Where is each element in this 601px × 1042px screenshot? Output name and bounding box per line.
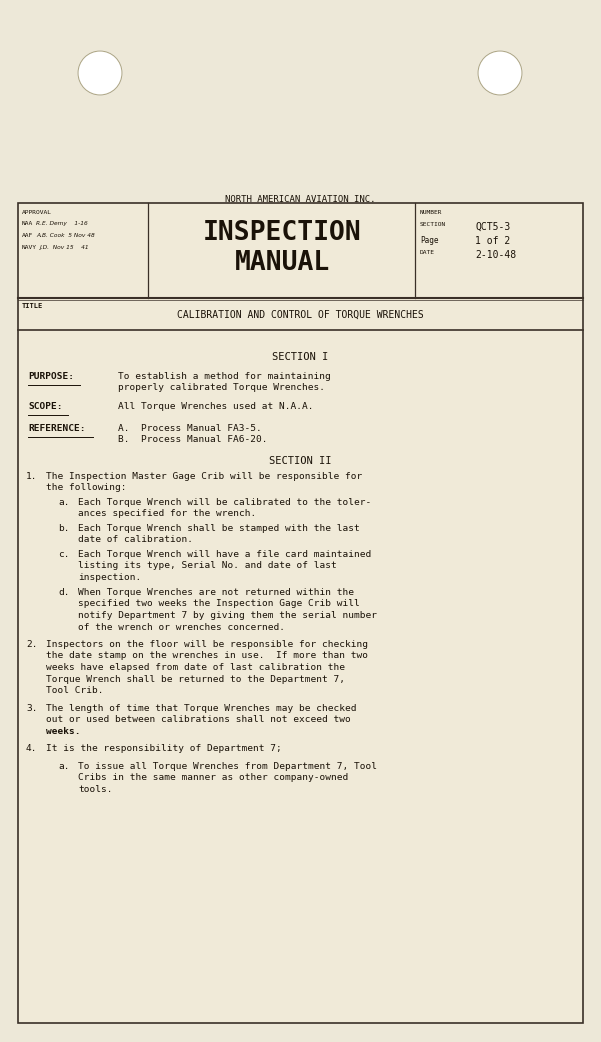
Text: Tool Crib.: Tool Crib.: [46, 686, 103, 695]
Text: Each Torque Wrench shall be stamped with the last: Each Torque Wrench shall be stamped with…: [78, 524, 360, 534]
Text: INSPECTION
MANUAL: INSPECTION MANUAL: [203, 220, 361, 276]
Text: SECTION: SECTION: [420, 222, 447, 227]
Text: 2-10-48: 2-10-48: [475, 250, 516, 260]
Text: CALIBRATION AND CONTROL OF TORQUE WRENCHES: CALIBRATION AND CONTROL OF TORQUE WRENCH…: [177, 311, 423, 320]
Text: All Torque Wrenches used at N.A.A.: All Torque Wrenches used at N.A.A.: [118, 402, 314, 411]
Text: 4.: 4.: [26, 744, 37, 753]
Bar: [18, 203, 583, 1023]
Text: TITLE: TITLE: [22, 303, 43, 309]
Text: R.E. Demy    1-16: R.E. Demy 1-16: [36, 221, 88, 226]
Text: SCOPE:: SCOPE:: [28, 402, 63, 411]
Text: NAA: NAA: [22, 221, 33, 226]
Text: specified two weeks the Inspection Gage Crib will: specified two weeks the Inspection Gage …: [78, 599, 360, 609]
Text: Inspectors on the floor will be responsible for checking: Inspectors on the floor will be responsi…: [46, 640, 368, 649]
Text: the date stamp on the wrenches in use.  If more than two: the date stamp on the wrenches in use. I…: [46, 651, 368, 661]
Text: date of calibration.: date of calibration.: [78, 536, 193, 545]
Text: SECTION II: SECTION II: [269, 456, 331, 466]
Circle shape: [478, 51, 522, 95]
Text: The length of time that Torque Wrenches may be checked: The length of time that Torque Wrenches …: [46, 704, 356, 713]
Text: The Inspection Master Gage Crib will be responsible for: The Inspection Master Gage Crib will be …: [46, 472, 362, 481]
Text: A.B. Cook  5 Nov 48: A.B. Cook 5 Nov 48: [36, 233, 95, 238]
Text: b.: b.: [58, 524, 70, 534]
Text: ances specified for the wrench.: ances specified for the wrench.: [78, 510, 256, 519]
Text: DATE: DATE: [420, 250, 435, 255]
Text: J.D.  Nov 15    41: J.D. Nov 15 41: [40, 245, 90, 250]
Text: of the wrench or wrenches concerned.: of the wrench or wrenches concerned.: [78, 622, 285, 631]
Text: a.: a.: [58, 498, 70, 507]
Text: Torque Wrench shall be returned to the Department 7,: Torque Wrench shall be returned to the D…: [46, 674, 345, 684]
Text: notify Department 7 by giving them the serial number: notify Department 7 by giving them the s…: [78, 611, 377, 620]
Text: weeks have elapsed from date of last calibration the: weeks have elapsed from date of last cal…: [46, 663, 345, 672]
Text: d.: d.: [58, 588, 70, 597]
Text: To establish a method for maintaining: To establish a method for maintaining: [118, 372, 331, 381]
Text: REFERENCE:: REFERENCE:: [28, 424, 85, 433]
Text: NUMBER: NUMBER: [420, 210, 442, 215]
Text: SECTION I: SECTION I: [272, 352, 328, 362]
Text: properly calibrated Torque Wrenches.: properly calibrated Torque Wrenches.: [118, 383, 325, 393]
Text: NAVY: NAVY: [22, 245, 37, 250]
Text: c.: c.: [58, 550, 70, 559]
Text: APPROVAL: APPROVAL: [22, 210, 52, 215]
Text: tools.: tools.: [78, 785, 112, 794]
Text: inspection.: inspection.: [78, 573, 141, 582]
Text: listing its type, Serial No. and date of last: listing its type, Serial No. and date of…: [78, 562, 337, 571]
Circle shape: [78, 51, 122, 95]
Text: QCT5-3: QCT5-3: [475, 222, 510, 232]
Text: Each Torque Wrench will have a file card maintained: Each Torque Wrench will have a file card…: [78, 550, 371, 559]
Text: 2.: 2.: [26, 640, 37, 649]
Text: 3.: 3.: [26, 704, 37, 713]
Text: Each Torque Wrench will be calibrated to the toler-: Each Torque Wrench will be calibrated to…: [78, 498, 371, 507]
Text: B.  Process Manual FA6-20.: B. Process Manual FA6-20.: [118, 436, 267, 445]
Text: Page: Page: [420, 235, 439, 245]
Text: A.  Process Manual FA3-5.: A. Process Manual FA3-5.: [118, 424, 262, 433]
Text: 1 of 2: 1 of 2: [475, 235, 510, 246]
Text: It is the responsibility of Department 7;: It is the responsibility of Department 7…: [46, 744, 282, 753]
Text: Cribs in the same manner as other company-owned: Cribs in the same manner as other compan…: [78, 773, 348, 783]
Text: AAF: AAF: [22, 233, 33, 238]
Text: the following:: the following:: [46, 483, 126, 493]
Text: weeks.: weeks.: [46, 727, 81, 736]
Text: a.: a.: [58, 762, 70, 771]
Text: To issue all Torque Wrenches from Department 7, Tool: To issue all Torque Wrenches from Depart…: [78, 762, 377, 771]
Text: When Torque Wrenches are not returned within the: When Torque Wrenches are not returned wi…: [78, 588, 354, 597]
Text: 1.: 1.: [26, 472, 37, 481]
Text: out or used between calibrations shall not exceed two: out or used between calibrations shall n…: [46, 716, 351, 724]
Text: PURPOSE:: PURPOSE:: [28, 372, 74, 381]
Text: NORTH AMERICAN AVIATION INC.: NORTH AMERICAN AVIATION INC.: [225, 195, 375, 204]
